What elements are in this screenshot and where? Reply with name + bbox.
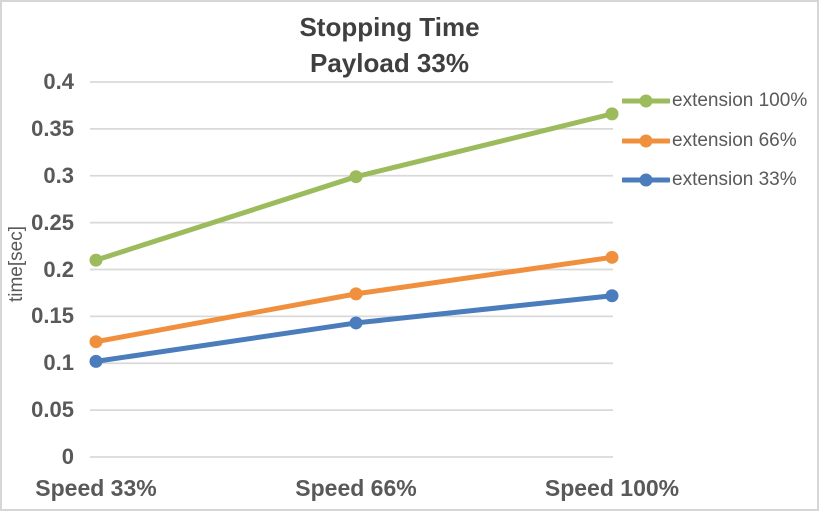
data-point-marker-extension-66: [349, 287, 363, 301]
legend-swatch-icon: [622, 134, 670, 147]
x-category-label: Speed 66%: [295, 475, 417, 501]
y-tick-label: 0.15: [31, 303, 74, 329]
legend-label: extension 66%: [672, 129, 797, 151]
chart-title: Stopping Time: [299, 12, 480, 42]
legend-swatch-icon: [622, 173, 670, 187]
legend-label: extension 100%: [672, 90, 808, 111]
y-tick-label: 0.3: [43, 162, 74, 188]
chart-subtitle: Payload 33%: [310, 48, 469, 78]
series-line-extension-100: [93, 111, 615, 263]
chart-title-block: Stopping Time Payload 33%: [0, 9, 819, 81]
data-point-marker-extension-66: [605, 250, 619, 264]
legend-item-extension-33: extension 33%: [622, 166, 797, 194]
x-category-label: Speed 33%: [35, 475, 157, 501]
data-point-marker-extension-33: [605, 289, 619, 303]
y-tick-label: 0.25: [31, 209, 74, 235]
legend-label: extension 33%: [672, 169, 797, 190]
y-tick-label: 0: [61, 444, 74, 469]
y-tick-label: 0.05: [31, 397, 74, 423]
data-point-marker-extension-100: [605, 107, 619, 121]
legend-swatch-icon: [622, 94, 670, 108]
y-tick-label: 0.35: [31, 115, 74, 141]
y-axis-title: time[sec]: [6, 225, 27, 303]
y-tick-label: 0.4: [43, 69, 74, 94]
y-tick-label: 0.1: [43, 350, 74, 376]
legend-item-extension-100: extension 100%: [622, 87, 807, 115]
data-point-marker-extension-66: [89, 335, 103, 349]
data-point-marker-extension-33: [89, 354, 103, 368]
legend-item-extension-66: extension 66%: [622, 127, 797, 155]
data-point-marker-extension-100: [89, 253, 103, 267]
data-point-marker-extension-100: [349, 170, 363, 184]
data-point-marker-extension-33: [349, 316, 363, 330]
x-category-label: Speed 100%: [544, 475, 680, 501]
y-tick-label: 0.2: [43, 256, 74, 282]
